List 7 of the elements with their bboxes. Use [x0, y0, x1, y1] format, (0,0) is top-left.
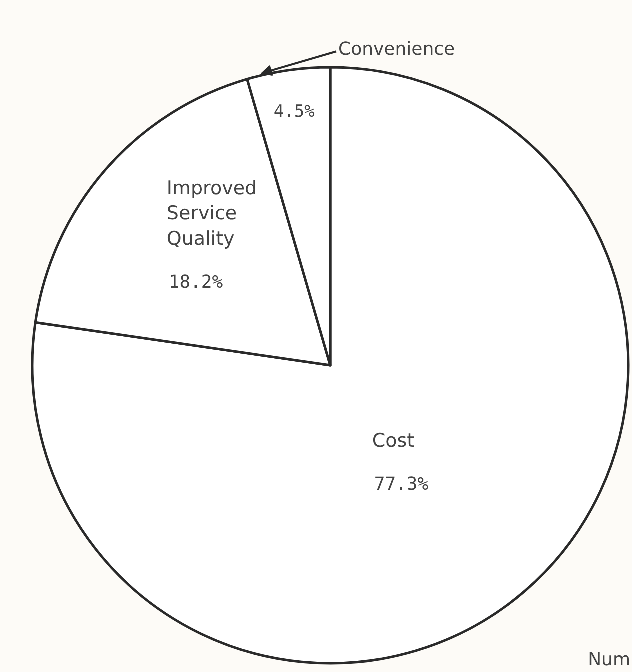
data-label: 4.5%	[274, 102, 315, 122]
slice-label: Cost	[372, 430, 415, 452]
text: Num	[588, 650, 631, 670]
slice-label: Convenience	[338, 39, 456, 60]
data-label: 77.3%	[374, 474, 429, 496]
data-label: 18.2%	[168, 272, 224, 293]
slice-label: Improved Service Quality	[166, 177, 258, 250]
